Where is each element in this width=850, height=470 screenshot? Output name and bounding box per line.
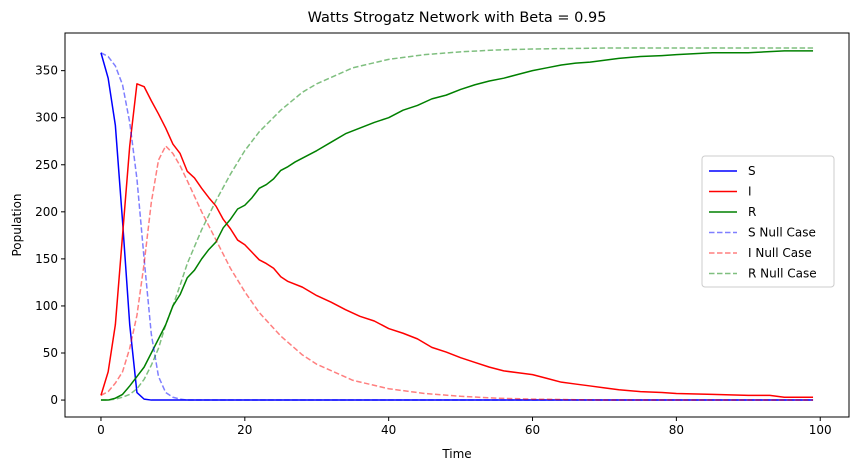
x-tick-label: 60 bbox=[525, 423, 540, 437]
series-line-s bbox=[100, 52, 814, 401]
legend-label-s-null-case: S Null Case bbox=[748, 226, 816, 240]
chart-title: Watts Strogatz Network with Beta = 0.95 bbox=[308, 10, 607, 26]
plot-frame bbox=[64, 32, 850, 418]
legend-label-i-null-case: I Null Case bbox=[748, 246, 812, 260]
y-tick-label: 250 bbox=[35, 158, 58, 172]
y-tick-label: 0 bbox=[50, 393, 58, 407]
legend: SIR S Null Case I Null Case R Null Case bbox=[701, 155, 835, 288]
legend-label-r-null-case: R Null Case bbox=[748, 267, 817, 281]
x-tick-label: 100 bbox=[809, 423, 832, 437]
y-tick-label: 100 bbox=[35, 299, 58, 313]
legend-label-r: R bbox=[748, 205, 756, 219]
y-axis-ticks: 0 50 100 150 200 250 300 350 bbox=[35, 64, 65, 407]
series-line-r bbox=[100, 50, 814, 401]
x-tick-label: 0 bbox=[97, 423, 105, 437]
series-line-s-null-case bbox=[100, 52, 814, 401]
y-tick-label: 300 bbox=[35, 111, 58, 125]
series-line-i bbox=[100, 83, 814, 398]
legend-label-i: I bbox=[748, 185, 752, 199]
legend-box bbox=[701, 155, 835, 288]
y-tick-label: 350 bbox=[35, 64, 58, 78]
legend-label-s: S bbox=[748, 164, 756, 178]
y-tick-label: 200 bbox=[35, 205, 58, 219]
series-line-i-null-case bbox=[100, 145, 814, 401]
y-axis-label: Population bbox=[10, 193, 24, 256]
x-tick-label: 40 bbox=[381, 423, 396, 437]
x-tick-label: 20 bbox=[237, 423, 252, 437]
x-axis-label: Time bbox=[441, 447, 471, 461]
x-tick-label: 80 bbox=[669, 423, 684, 437]
x-axis-ticks: 0 20 40 60 80 100 bbox=[97, 417, 832, 437]
y-tick-label: 150 bbox=[35, 252, 58, 266]
series-line-r-null-case bbox=[100, 47, 814, 401]
y-tick-label: 50 bbox=[43, 346, 58, 360]
